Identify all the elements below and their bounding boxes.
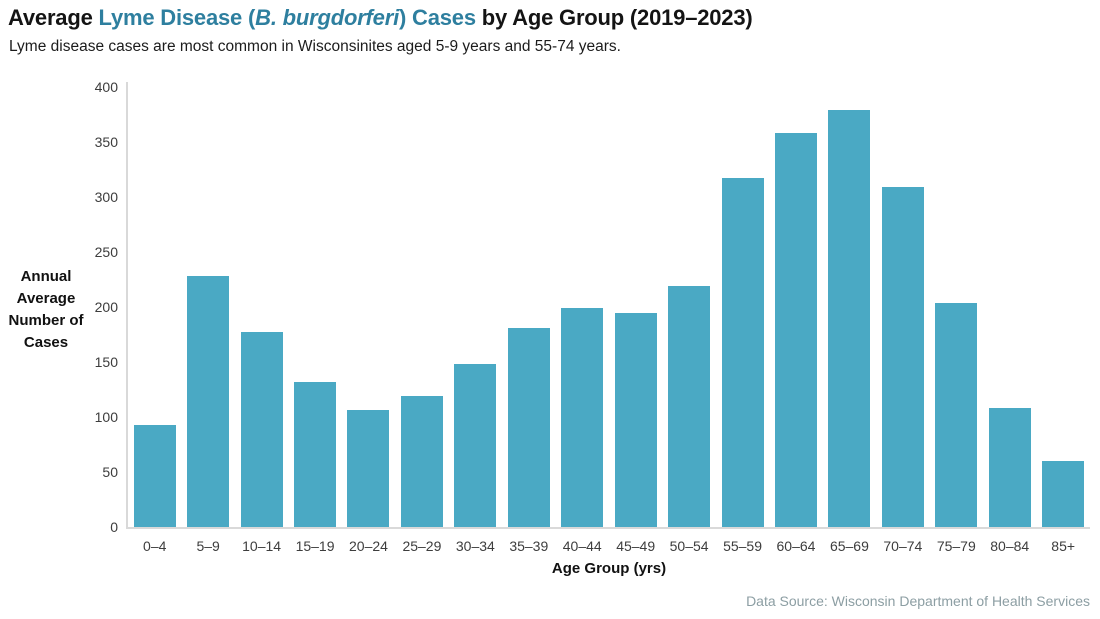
- bar-55–59: [721, 178, 764, 527]
- x-axis-title: Age Group (yrs): [551, 560, 667, 577]
- x-tick-label: 35–39: [509, 538, 549, 554]
- bar-slot: [769, 133, 822, 527]
- x-axis-line: [126, 527, 1090, 529]
- y-axis-line: [126, 82, 128, 529]
- bar-50–54: [668, 286, 711, 527]
- bar-slot: [181, 276, 234, 527]
- bar-slot: [716, 178, 769, 527]
- y-tick-label: 0: [110, 519, 118, 535]
- y-tick-label: 200: [94, 299, 118, 315]
- bar-80–84: [988, 408, 1031, 527]
- bar-slot: [288, 381, 341, 527]
- bar-30–34: [454, 364, 497, 527]
- y-tick-label: 400: [94, 79, 118, 95]
- plot-area: [128, 87, 1090, 527]
- bar-25–29: [400, 396, 443, 527]
- bar-0–4: [133, 424, 176, 527]
- bar-85+: [1042, 461, 1085, 527]
- x-tick-label: 60–64: [776, 538, 816, 554]
- bar-slot: [930, 302, 983, 527]
- bar-slot: [662, 286, 715, 527]
- bar-5–9: [187, 276, 230, 527]
- y-axis-title-line: Annual: [20, 268, 72, 285]
- y-tick-label: 100: [94, 409, 118, 425]
- bar-slot: [876, 187, 929, 527]
- bar-35–39: [507, 327, 550, 527]
- y-tick-label: 150: [94, 354, 118, 370]
- chart-title-part-prefix: Average: [8, 5, 99, 30]
- x-tick-label: 5–9: [196, 538, 220, 554]
- y-axis-title-line: Number of: [8, 312, 84, 329]
- bar-slot: [1036, 461, 1089, 527]
- bar-10–14: [240, 332, 283, 527]
- x-tick-label: 0–4: [143, 538, 167, 554]
- x-tick-label: 15–19: [295, 538, 335, 554]
- bar-20–24: [347, 410, 390, 527]
- bar-65–69: [828, 110, 871, 527]
- x-tick-label: 50–54: [669, 538, 709, 554]
- y-tick-label: 250: [94, 244, 118, 260]
- x-tick-label: 70–74: [883, 538, 923, 554]
- x-tick-label: 75–79: [936, 538, 976, 554]
- y-axis-title: Annual Average Number of Cases: [4, 266, 88, 354]
- bar-60–64: [774, 133, 817, 527]
- chart-subtitle: Lyme disease cases are most common in Wi…: [9, 38, 621, 55]
- x-tick-label: 65–69: [829, 538, 869, 554]
- x-tick-label: 30–34: [455, 538, 495, 554]
- x-axis-tick-labels: 0–4 5–9 10–14 15–19 20–24 25–29 30–34 35–39 40–4…: [128, 538, 1090, 554]
- y-axis-tick-labels: 0 50 100 150 200 250 300 350 400: [0, 80, 118, 534]
- y-axis-title-line: Average: [16, 290, 76, 307]
- bar-45–49: [614, 312, 657, 527]
- x-tick-label: 40–44: [562, 538, 602, 554]
- chart-title-part-suffix: by Age Group (2019–2023): [475, 5, 753, 30]
- bar-slot: [395, 396, 448, 527]
- x-tick-label: 45–49: [616, 538, 656, 554]
- x-tick-label: 10–14: [242, 538, 282, 554]
- bar-slot: [609, 312, 662, 527]
- x-tick-label: 20–24: [349, 538, 388, 554]
- bar-40–44: [561, 308, 604, 527]
- y-axis-title-line: Cases: [23, 334, 69, 351]
- y-tick-label: 300: [94, 189, 118, 205]
- bar-slot: [556, 308, 609, 527]
- bar-slot: [449, 364, 502, 527]
- chart-title-part-species: B. burgdorferi: [255, 5, 399, 30]
- y-tick-label: 50: [102, 464, 118, 480]
- bar-slot: [342, 410, 395, 527]
- bar-15–19: [294, 381, 337, 527]
- bar-slot: [235, 332, 288, 527]
- bar-70–74: [881, 187, 924, 527]
- x-tick-label: 80–84: [990, 538, 1030, 554]
- chart-title-part-highlight-post: ) Cases: [399, 5, 476, 30]
- y-tick-label: 350: [94, 134, 118, 150]
- bar-slot: [823, 110, 876, 527]
- x-tick-label: 25–29: [402, 538, 442, 554]
- chart-title-part-highlight-pre: Lyme Disease (: [98, 5, 256, 30]
- x-tick-label: 85+: [1051, 538, 1076, 554]
- chart-title: Average Lyme Disease (B. burgdorferi) Ca…: [8, 5, 753, 31]
- bar-slot: [983, 408, 1036, 527]
- bar-slot: [502, 327, 555, 527]
- x-tick-label: 55–59: [723, 538, 762, 554]
- data-source-note: Data Source: Wisconsin Department of Hea…: [746, 593, 1090, 609]
- bar-slot: [128, 424, 181, 527]
- bar-75–79: [935, 302, 978, 527]
